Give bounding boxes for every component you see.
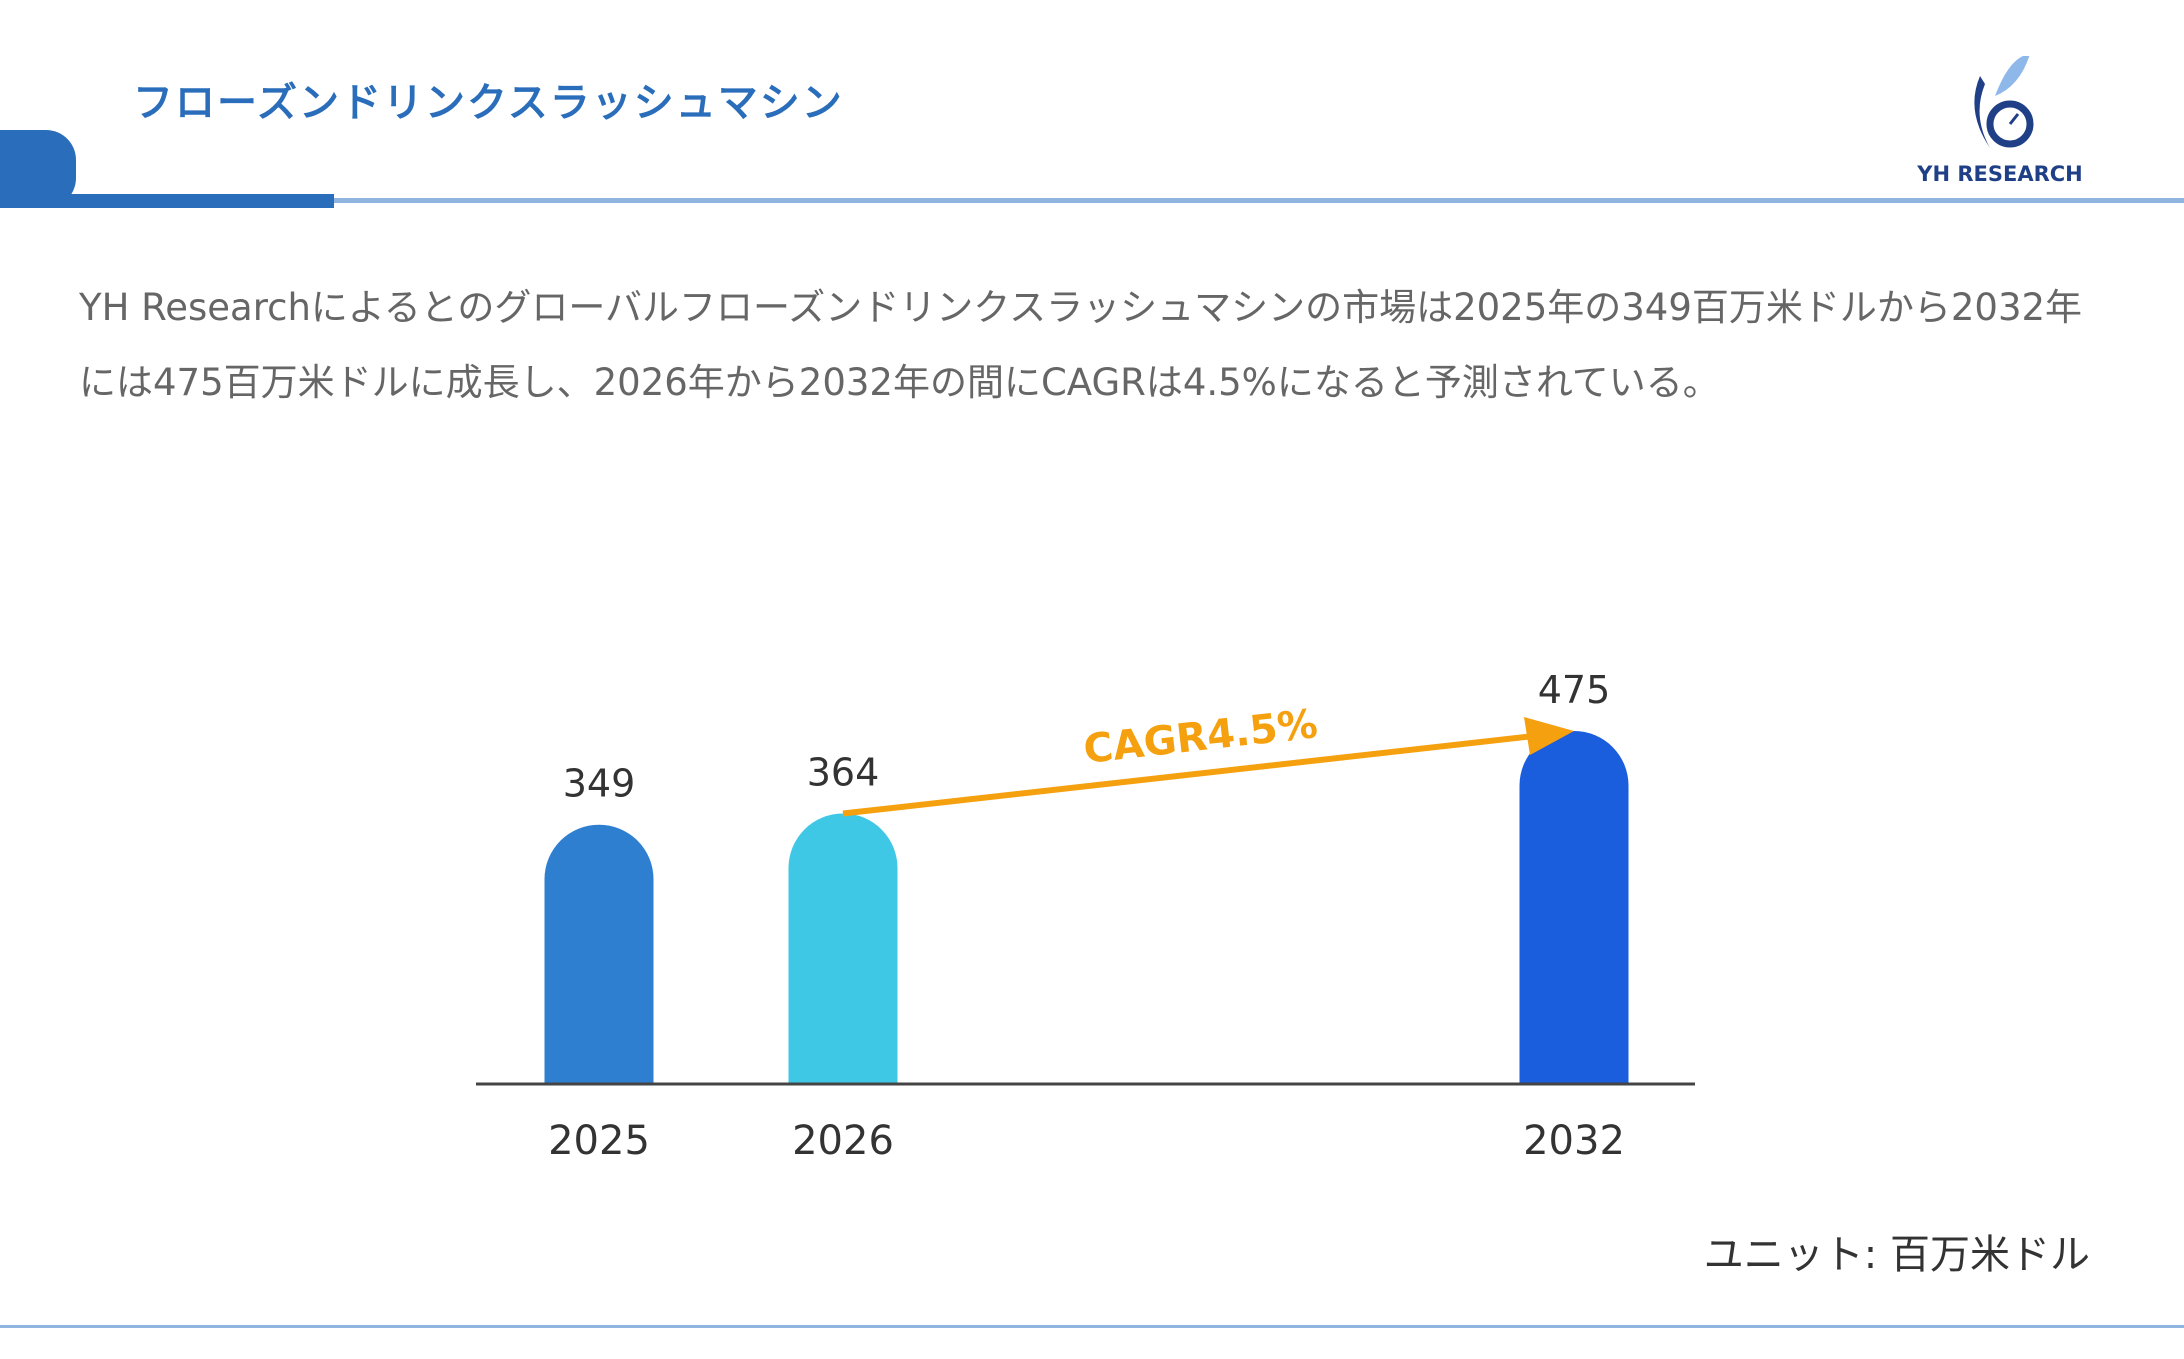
bar-2025	[544, 824, 654, 1084]
category-label: 2025	[548, 1118, 650, 1164]
description-text: YH Researchによるとのグローバルフローズンドリンクスラッシュマシンの市…	[79, 286, 2083, 404]
category-label: 2032	[1523, 1118, 1625, 1164]
category-label: 2026	[792, 1118, 894, 1164]
cagr-arrow-head	[1524, 717, 1574, 755]
header-bar-decoration	[0, 194, 334, 208]
page-title: フローズンドリンクスラッシュマシン	[133, 80, 844, 126]
header-divider	[334, 198, 2184, 203]
cagr-arrow-line	[842, 733, 1535, 817]
unit-label: ユニット: 百万米ドル	[1703, 1232, 2090, 1278]
logo-icon	[1974, 54, 2034, 148]
footer-divider	[0, 1325, 2184, 1328]
bar-2026	[788, 813, 898, 1084]
value-label: 475	[1538, 668, 1611, 712]
value-label: 349	[563, 762, 636, 806]
value-label: 364	[807, 750, 880, 794]
logo: YH RESEARCH	[1910, 54, 2090, 186]
logo-text: YH RESEARCH	[1917, 162, 2083, 186]
bar-2032	[1519, 731, 1629, 1084]
